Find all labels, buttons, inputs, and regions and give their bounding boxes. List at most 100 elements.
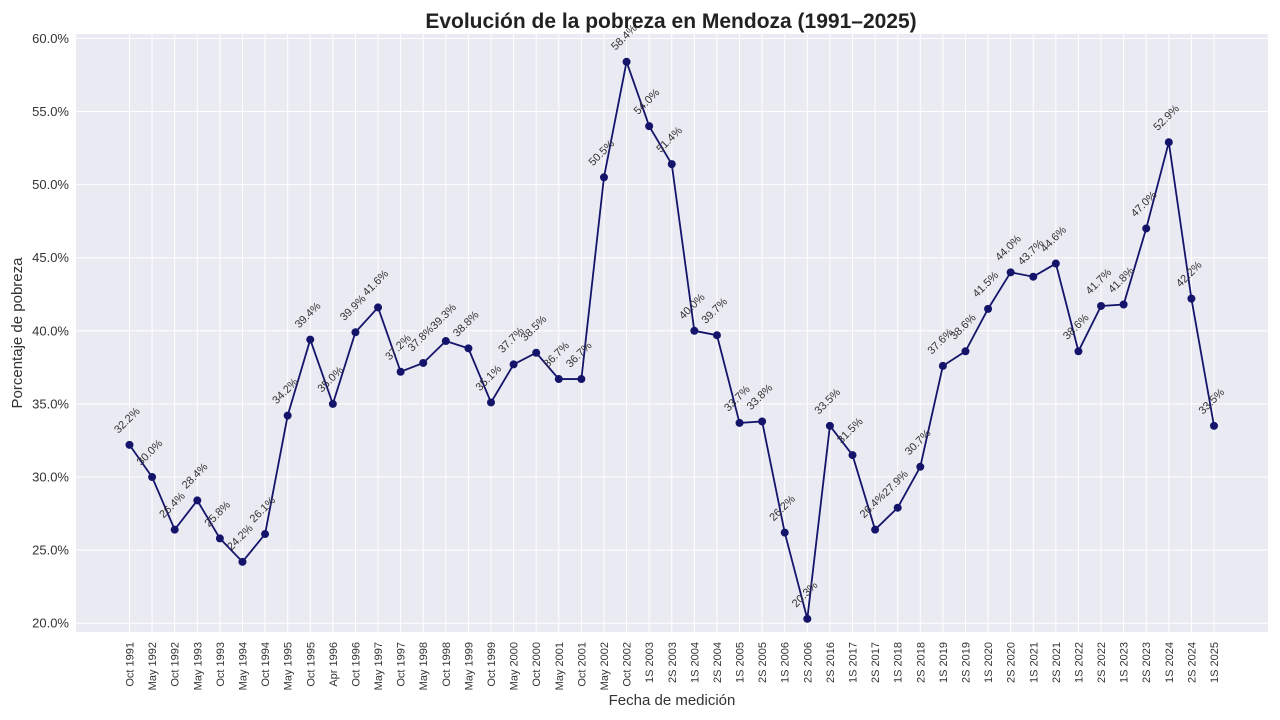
x-tick-label: 1S 2020 xyxy=(983,642,995,683)
x-tick-label: Oct 2002 xyxy=(622,642,634,687)
data-point xyxy=(328,399,337,408)
data-point xyxy=(1029,272,1038,281)
x-tick-label: 1S 2021 xyxy=(1028,642,1040,683)
data-point xyxy=(1142,224,1151,233)
data-point xyxy=(1097,301,1106,310)
x-tick-label: 2S 2019 xyxy=(960,642,972,683)
data-point xyxy=(509,360,518,369)
data-point xyxy=(306,335,315,344)
x-tick-label: Oct 2000 xyxy=(531,642,543,687)
x-tick-label: 2S 2024 xyxy=(1186,642,1198,683)
x-tick-label: 1S 2022 xyxy=(1073,642,1085,683)
x-tick-label: 2S 2017 xyxy=(870,642,882,683)
data-point xyxy=(1164,138,1173,147)
x-tick-label: May 1995 xyxy=(283,642,295,690)
x-tick-label: May 1998 xyxy=(418,642,430,690)
data-point xyxy=(215,534,224,543)
data-point xyxy=(374,303,383,312)
data-point xyxy=(1187,294,1196,303)
x-tick-label: Oct 1994 xyxy=(260,642,272,687)
y-tick-label: 20.0% xyxy=(32,616,69,631)
data-point xyxy=(938,361,947,370)
data-point xyxy=(554,375,563,384)
x-tick-label: 2S 2004 xyxy=(712,642,724,683)
data-point xyxy=(803,614,812,623)
x-tick-label: May 1997 xyxy=(373,642,385,690)
data-point xyxy=(532,348,541,357)
x-tick-label: Oct 1992 xyxy=(170,642,182,687)
data-point xyxy=(464,344,473,353)
data-point xyxy=(916,462,925,471)
x-tick-label: 2S 2021 xyxy=(1051,642,1063,683)
data-point xyxy=(848,451,857,460)
x-axis-label: Fecha de medición xyxy=(609,692,736,709)
x-tick-label: 2S 2023 xyxy=(1141,642,1153,683)
x-tick-label: Oct 1998 xyxy=(441,642,453,687)
x-tick-label: 2S 2005 xyxy=(757,642,769,683)
x-tick-label: 2S 2016 xyxy=(825,642,837,683)
data-point xyxy=(984,304,993,313)
y-tick-label: 40.0% xyxy=(32,323,69,338)
x-tick-label: Oct 1997 xyxy=(396,642,408,687)
x-tick-label: 2S 2003 xyxy=(667,642,679,683)
x-tick-label: 1S 2017 xyxy=(848,642,860,683)
data-point xyxy=(735,418,744,427)
y-tick-label: 35.0% xyxy=(32,396,69,411)
x-tick-label: 2S 2018 xyxy=(915,642,927,683)
data-point xyxy=(1074,347,1083,356)
x-tick-label: 2S 2020 xyxy=(1006,642,1018,683)
data-point xyxy=(961,347,970,356)
y-axis-label: Porcentaje de pobreza xyxy=(9,257,26,409)
x-tick-label: Oct 1991 xyxy=(125,642,137,687)
x-tick-label: May 2000 xyxy=(509,642,521,690)
chart-title: Evolución de la pobreza en Mendoza (1991… xyxy=(425,10,916,33)
data-point xyxy=(758,417,767,426)
x-tick-label: May 1993 xyxy=(192,642,204,690)
x-tick-label: 1S 2003 xyxy=(644,642,656,683)
x-tick-label: Oct 1993 xyxy=(215,642,227,687)
data-point xyxy=(261,530,270,539)
x-tick-label: Oct 1999 xyxy=(486,642,498,687)
data-point xyxy=(825,421,834,430)
x-axis-ticks: Oct 1991 May 1992 Oct 1992 May 1993 Oct 1993… xyxy=(125,642,1222,690)
y-axis-ticks: 20.0% 25.0% 30.0% 35.0% 40.0% 45.0% 50.0% 55.0%… xyxy=(32,31,69,631)
data-point xyxy=(238,557,247,566)
data-point xyxy=(125,440,134,449)
x-tick-label: 1S 2024 xyxy=(1164,642,1176,683)
data-point xyxy=(780,528,789,537)
data-point xyxy=(1006,268,1015,277)
data-point xyxy=(667,160,676,169)
data-point xyxy=(170,525,179,534)
x-tick-label: Apr 1996 xyxy=(328,642,340,687)
data-point xyxy=(487,398,495,407)
x-tick-label: 1S 2006 xyxy=(780,642,792,683)
data-point xyxy=(148,473,157,482)
data-point xyxy=(396,367,405,376)
x-tick-label: Oct 2001 xyxy=(576,642,588,687)
data-point xyxy=(1210,421,1218,430)
y-tick-label: 55.0% xyxy=(32,104,69,119)
x-tick-label: 1S 2005 xyxy=(735,642,747,683)
data-point xyxy=(419,358,428,367)
x-tick-label: May 1994 xyxy=(237,642,249,690)
y-tick-label: 60.0% xyxy=(32,31,69,46)
x-tick-label: Oct 1995 xyxy=(305,642,317,687)
data-point xyxy=(1119,300,1128,309)
data-point xyxy=(622,57,631,66)
x-tick-label: 2S 2006 xyxy=(802,642,814,683)
data-point xyxy=(871,525,880,534)
y-tick-label: 45.0% xyxy=(32,250,69,265)
data-point xyxy=(893,503,902,512)
x-tick-label: 1S 2025 xyxy=(1209,642,1221,683)
data-point xyxy=(283,411,292,420)
data-point xyxy=(1051,259,1060,268)
y-tick-label: 30.0% xyxy=(32,470,69,485)
y-tick-label: 50.0% xyxy=(32,177,69,192)
data-point xyxy=(441,337,450,346)
x-tick-label: 1S 2018 xyxy=(893,642,905,683)
data-point xyxy=(645,122,654,131)
data-point xyxy=(712,331,721,340)
x-tick-label: May 1999 xyxy=(463,642,475,690)
x-tick-label: Oct 1996 xyxy=(350,642,362,687)
